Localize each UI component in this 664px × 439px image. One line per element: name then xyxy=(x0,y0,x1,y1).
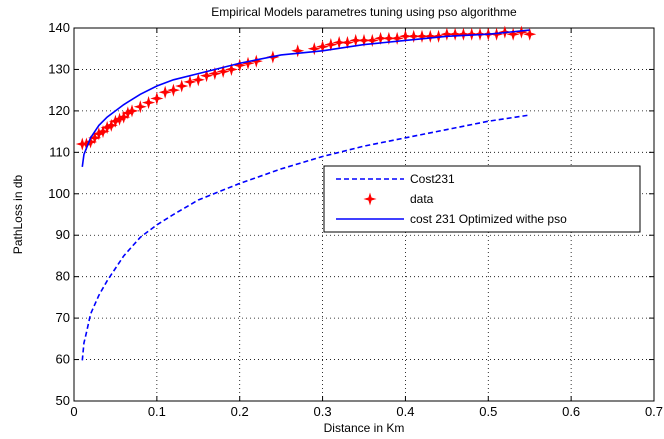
data-point xyxy=(183,75,197,89)
data-point xyxy=(390,31,404,45)
data-point xyxy=(415,29,429,43)
data-point xyxy=(374,31,388,45)
data-point xyxy=(440,27,454,41)
x-tick-label: 0.7 xyxy=(645,404,663,419)
grid xyxy=(74,28,654,401)
y-tick-label: 80 xyxy=(56,269,70,284)
data-point xyxy=(84,135,98,149)
y-tick-label: 60 xyxy=(56,352,70,367)
data-point xyxy=(175,79,189,93)
legend-marker-data xyxy=(363,192,377,206)
data-point xyxy=(398,29,412,43)
data-point xyxy=(96,125,110,139)
x-tick-label: 0.3 xyxy=(314,404,332,419)
data-point xyxy=(104,118,118,132)
data-point xyxy=(291,44,305,58)
series-cost231-line xyxy=(81,114,530,361)
legend-label: data xyxy=(410,192,434,206)
data-point xyxy=(191,73,205,87)
y-axis-title: PathLoss in db xyxy=(11,174,25,254)
data-point xyxy=(432,29,446,43)
series-optimized-line xyxy=(81,29,530,167)
axis-ticks: 0 0.1 0.2 0.3 0.4 0.5 0.6 0.7 50 60 70 80 90 100 110 12… xyxy=(48,20,663,419)
data-point xyxy=(142,96,156,110)
y-tick-label: 100 xyxy=(48,186,70,201)
series-layer xyxy=(75,25,537,361)
data-point xyxy=(158,85,172,99)
data-point xyxy=(523,27,537,41)
data-point xyxy=(216,64,230,79)
data-point xyxy=(357,33,371,47)
legend-label: cost 231 Optimized withe pso xyxy=(410,212,567,226)
y-tick-label: 130 xyxy=(48,61,70,76)
x-tick-label: 0.4 xyxy=(396,404,414,419)
data-point xyxy=(340,35,354,50)
data-point xyxy=(382,31,396,45)
data-point xyxy=(117,110,131,124)
data-point xyxy=(316,40,330,54)
data-point xyxy=(125,104,139,118)
x-tick-label: 0.5 xyxy=(479,404,497,419)
data-point xyxy=(448,27,462,41)
legend-box xyxy=(323,165,641,233)
x-axis-title: Distance in Km xyxy=(324,421,405,435)
data-point xyxy=(465,27,479,41)
data-point xyxy=(506,27,520,41)
data-point xyxy=(224,62,238,76)
x-tick-label: 0.6 xyxy=(562,404,580,419)
data-point xyxy=(423,29,437,43)
x-tick-label: 0.1 xyxy=(148,404,166,419)
data-point xyxy=(307,42,321,56)
y-tick-label: 90 xyxy=(56,227,70,242)
x-tick-label: 0 xyxy=(70,404,77,419)
data-point xyxy=(200,69,214,83)
y-tick-label: 120 xyxy=(48,103,70,118)
y-tick-label: 110 xyxy=(49,144,70,159)
legend-label: Cost231 xyxy=(410,172,455,186)
y-tick-label: 70 xyxy=(56,310,70,325)
data-point xyxy=(166,83,180,97)
data-point xyxy=(133,100,147,114)
y-tick-label: 50 xyxy=(56,393,70,408)
y-tick-label: 140 xyxy=(48,20,70,35)
x-tick-label: 0.2 xyxy=(231,404,249,419)
chart-title: Empirical Models parametres tuning using… xyxy=(211,5,517,19)
data-point xyxy=(456,27,470,41)
data-point xyxy=(208,67,222,81)
legend: Cost231 data cost 231 Optimized withe pso xyxy=(323,165,641,233)
data-point xyxy=(365,33,379,47)
data-point xyxy=(150,91,164,105)
data-point xyxy=(407,29,421,43)
plot-area xyxy=(73,27,655,402)
